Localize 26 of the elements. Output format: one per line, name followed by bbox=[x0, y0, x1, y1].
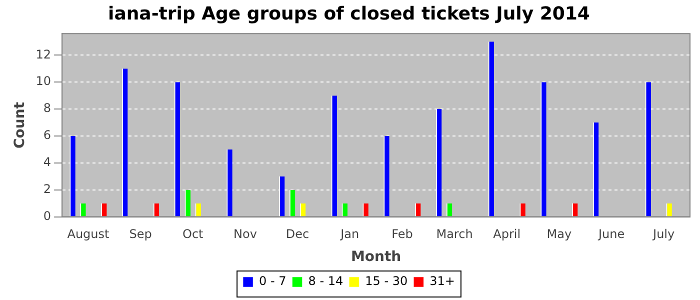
x-tick-label: August bbox=[67, 227, 110, 242]
x-tick-label: Sep bbox=[129, 227, 152, 242]
x-tick-label: March bbox=[436, 227, 473, 242]
y-tick-label: 8 bbox=[43, 101, 52, 116]
x-tick-label: Oct bbox=[182, 227, 204, 242]
legend-label: 0 - 7 bbox=[259, 274, 286, 288]
x-tick-label: Jan bbox=[340, 227, 360, 242]
x-tick-label: Feb bbox=[392, 227, 413, 242]
x-tick-label: June bbox=[597, 227, 625, 242]
y-tick-label: 10 bbox=[36, 74, 52, 88]
chart-title: iana-trip Age groups of closed tickets July 2014 bbox=[108, 3, 590, 24]
y-tick-label: 6 bbox=[43, 128, 52, 142]
y-tick-label: 0 bbox=[43, 208, 52, 223]
y-tick-label: 4 bbox=[43, 155, 52, 170]
y-tick-label: 2 bbox=[43, 182, 52, 196]
legend-label: 15 - 30 bbox=[365, 274, 408, 288]
x-tick-label: July bbox=[652, 227, 675, 242]
y-tick-label: 12 bbox=[36, 47, 52, 62]
x-tick-label: May bbox=[546, 227, 572, 242]
legend-label: 31+ bbox=[430, 274, 455, 288]
x-tick-label: Nov bbox=[234, 227, 257, 242]
x-tick-label: April bbox=[493, 227, 521, 242]
y-axis-title: Count bbox=[12, 102, 28, 148]
x-tick-label: Dec bbox=[286, 227, 310, 242]
x-axis-title: Month bbox=[350, 249, 402, 266]
legend-label: 8 - 14 bbox=[308, 274, 344, 288]
